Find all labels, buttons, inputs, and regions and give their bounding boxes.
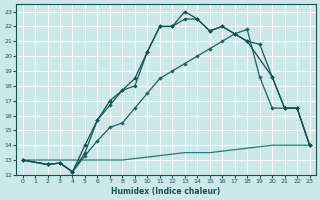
X-axis label: Humidex (Indice chaleur): Humidex (Indice chaleur)	[111, 187, 221, 196]
